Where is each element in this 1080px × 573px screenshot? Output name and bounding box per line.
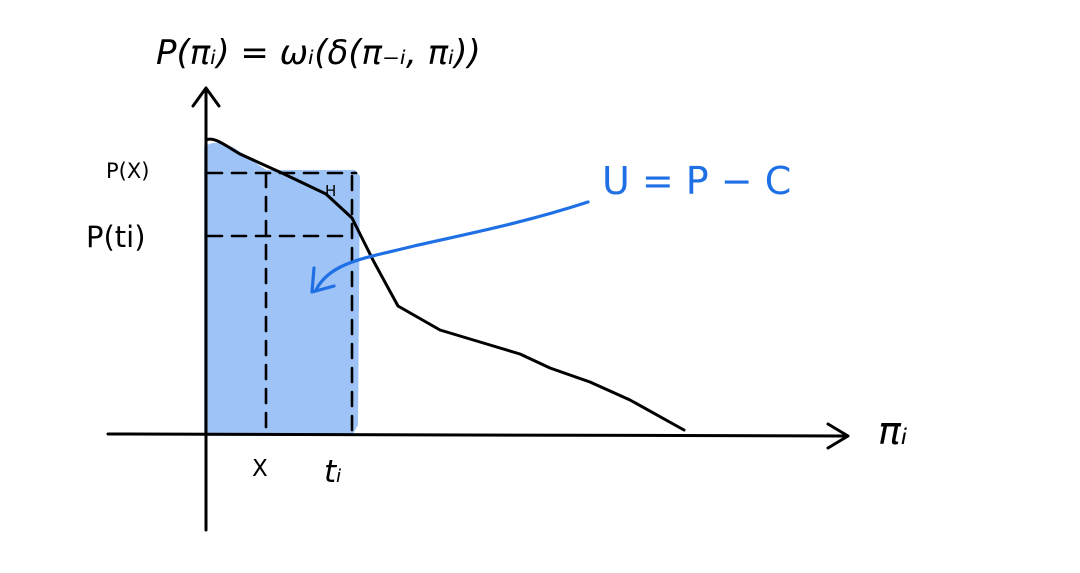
x-axis <box>106 432 848 438</box>
label-p-ti: P(ti) <box>86 220 146 254</box>
shaded-region <box>204 142 360 436</box>
label-ti: tᵢ <box>324 454 342 490</box>
x-axis-arrowhead <box>826 422 850 450</box>
y-axis-arrowhead <box>191 86 221 108</box>
utility-arrow <box>314 200 590 292</box>
label-utility: U = P − C <box>602 159 791 203</box>
diagram-title: P(πᵢ) = ωᵢ(δ(π₋ᵢ, πᵢ)) <box>156 33 481 73</box>
label-p-x: P(X) <box>106 159 149 183</box>
label-h: H <box>325 182 336 200</box>
utility-arrowhead <box>310 266 336 294</box>
label-x: X <box>252 456 268 482</box>
label-x-axis: πᵢ <box>878 409 908 453</box>
